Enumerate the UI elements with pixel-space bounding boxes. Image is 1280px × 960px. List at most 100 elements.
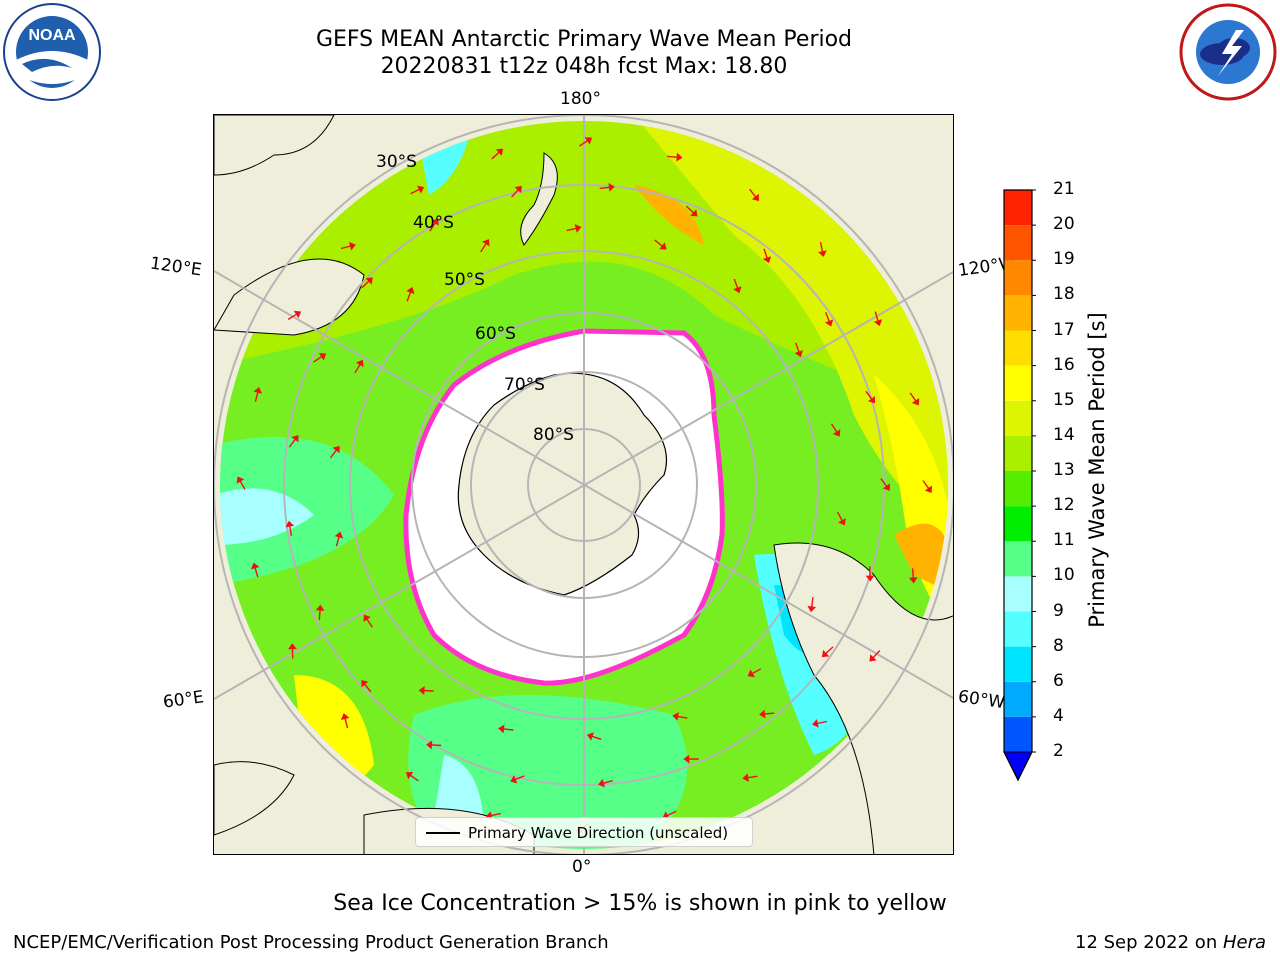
wave-arrow xyxy=(511,189,519,198)
wave-arrow-head xyxy=(818,250,827,257)
colorbar-under-arrow xyxy=(1003,751,1033,782)
colorbar-segment xyxy=(1004,506,1032,542)
colorbar-segment xyxy=(1004,541,1032,577)
wave-arrow-head xyxy=(598,778,605,788)
new-zealand xyxy=(520,152,558,246)
colorbar-tick-label: 21 xyxy=(1053,179,1075,199)
wave-arrow xyxy=(677,715,688,719)
colorbar-label: Primary Wave Mean Period [s] xyxy=(1085,312,1109,628)
colorbar-tick-label: 18 xyxy=(1053,284,1075,305)
wave-arrow xyxy=(654,239,663,247)
wave-arrow-head xyxy=(865,575,875,582)
wave-arrow-head xyxy=(332,445,340,454)
wave-arrow xyxy=(490,812,501,817)
colorbar xyxy=(1000,186,1038,786)
wave-arrow xyxy=(431,744,442,747)
wave-arrow-head xyxy=(659,242,667,250)
wave-arrow-head xyxy=(253,386,263,394)
wave-arrow-head xyxy=(838,518,846,526)
wave-arrow-head xyxy=(733,286,742,294)
graticule xyxy=(214,115,953,854)
colorbar-tick-label: 4 xyxy=(1053,705,1064,726)
wave-arrow xyxy=(763,248,768,259)
lat-label-50s: 50°S xyxy=(444,270,485,290)
wave-arrow-head xyxy=(363,614,371,622)
colorbar-segment xyxy=(1004,646,1032,682)
wave-arrow xyxy=(922,480,930,490)
wave-arrow-head xyxy=(417,185,425,194)
wave-arrow-head xyxy=(315,604,325,611)
wave-arrow xyxy=(423,689,434,692)
credit-line: NCEP/EMC/Verification Post Processing Pr… xyxy=(13,932,609,953)
colorbar-tick-label: 16 xyxy=(1053,354,1075,375)
colorbar-tick-label: 17 xyxy=(1053,319,1075,340)
wave-arrow xyxy=(503,728,514,731)
wave-arrow xyxy=(819,241,824,253)
wave-arrow-head xyxy=(426,740,433,750)
lat-label-80s: 80°S xyxy=(533,425,574,445)
wave-arrow-head xyxy=(821,649,830,658)
sea-ice-note: Sea Ice Concentration > 15% is shown in … xyxy=(333,891,947,916)
wave-arrow xyxy=(874,311,879,322)
chart-subtitle: 20220831 t12z 048h fcst Max: 18.80 xyxy=(380,54,788,79)
wave-arrow xyxy=(795,342,800,353)
wave-arrow xyxy=(514,775,525,781)
wave-arrow xyxy=(354,363,361,374)
wave-arrow xyxy=(409,774,419,782)
wave-arrow-head xyxy=(762,256,772,264)
colorbar-segment xyxy=(1004,681,1032,717)
wave-arrow xyxy=(361,280,370,289)
colorbar-segment xyxy=(1004,260,1032,296)
date-stamp: 12 Sep 2022 on Hera xyxy=(1075,932,1266,953)
wave-arrow xyxy=(872,650,881,659)
wave-arrow-head xyxy=(824,319,834,327)
wave-arrow xyxy=(749,188,757,198)
wave-arrow xyxy=(254,567,259,578)
colorbar-tick-label: 8 xyxy=(1053,635,1064,656)
wave-arrow xyxy=(811,597,814,608)
wave-arrow xyxy=(816,720,828,725)
colorbar-segment xyxy=(1004,471,1032,507)
wave-arrow xyxy=(335,536,340,547)
wave-arrow xyxy=(287,313,298,320)
noaa-logo: NOAA xyxy=(2,2,102,102)
wave-arrow xyxy=(289,525,293,536)
wave-arrow xyxy=(363,683,372,693)
svg-text:NOAA: NOAA xyxy=(28,27,76,44)
wave-arrow xyxy=(318,609,321,620)
lon-label-bottom: 0° xyxy=(572,857,592,877)
antarctica-landmass xyxy=(457,372,668,596)
wave-arrow xyxy=(480,243,487,253)
colorbar-tick-label: 6 xyxy=(1053,670,1064,691)
colorbar-segment xyxy=(1004,435,1032,471)
wave-arrow-head xyxy=(340,713,350,721)
wave-arrow-head xyxy=(495,148,504,156)
wave-arrow xyxy=(366,618,373,628)
map-panel xyxy=(213,114,954,855)
wave-arrow xyxy=(288,438,296,448)
wave-arrow-head xyxy=(291,434,299,443)
wave-arrow xyxy=(830,423,838,433)
wave-arrow-head xyxy=(924,485,932,493)
wave-arrow xyxy=(751,668,762,675)
land-top-left xyxy=(214,115,335,176)
wave-arrow-head xyxy=(361,679,369,688)
wave-arrow-head xyxy=(672,712,679,721)
lon-label-upper-left: 120°E xyxy=(148,253,203,281)
wave-arrow xyxy=(491,151,500,160)
wave-arrow-head xyxy=(356,359,364,368)
wave-arrow-head xyxy=(690,209,698,217)
wave-arrow xyxy=(666,810,677,817)
wave-arrow xyxy=(825,312,830,322)
wave-arrow-head xyxy=(751,193,759,202)
wave-arrow xyxy=(340,245,351,250)
wave-arrow xyxy=(764,712,775,715)
map-svg xyxy=(214,115,953,854)
lat-label-70s: 70°S xyxy=(504,375,545,395)
wave-arrow-head xyxy=(405,771,414,780)
lon-label-lower-left: 60°E xyxy=(161,687,206,713)
colorbar-tick-label: 13 xyxy=(1053,460,1075,480)
wave-arrow xyxy=(254,391,259,402)
wave-arrow-head xyxy=(676,152,683,162)
wave-arrow-head xyxy=(431,218,439,226)
